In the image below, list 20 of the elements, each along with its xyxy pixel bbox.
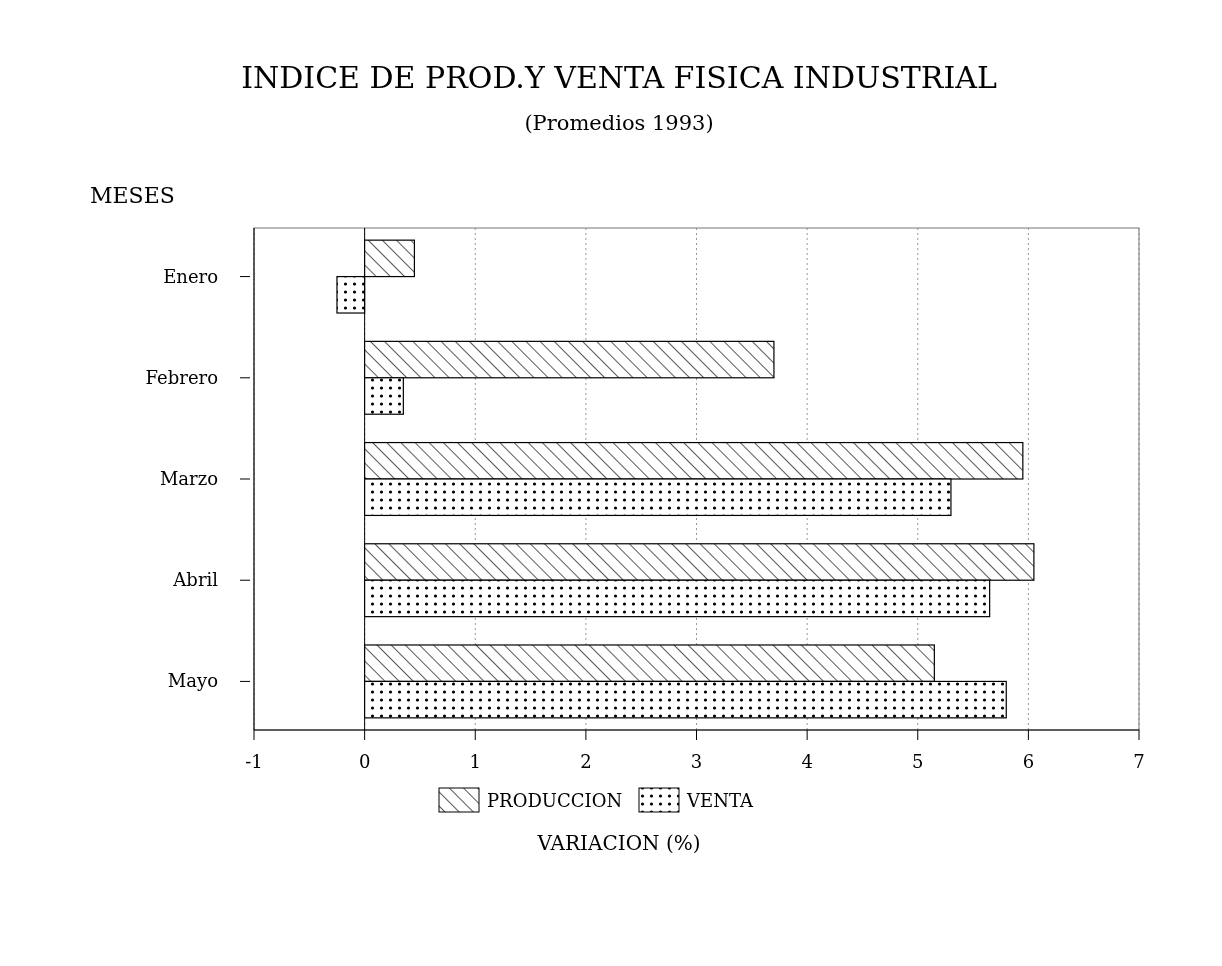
y-tick-label: Marzo	[159, 468, 218, 489]
chart-subtitle: (Promedios 1993)	[524, 111, 714, 135]
x-tick-label: 7	[1133, 751, 1145, 772]
x-tick-label: 4	[801, 751, 813, 772]
y-tick-label: Febrero	[145, 366, 218, 388]
legend-label: PRODUCCION	[487, 790, 623, 811]
x-tick-label: -1	[245, 751, 263, 772]
y-axis-title: MESES	[90, 183, 175, 208]
x-tick-label: 0	[358, 751, 371, 772]
x-tick-label: 5	[912, 751, 924, 772]
x-tick-label: 1	[469, 751, 481, 772]
y-tick-label: Enero	[163, 265, 218, 287]
chart-title: INDICE DE PROD.Y VENTA FISICA INDUSTRIAL	[241, 60, 997, 95]
x-tick-label: 6	[1022, 751, 1035, 772]
legend-label: VENTA	[686, 790, 754, 811]
x-tick-label: 2	[580, 751, 592, 772]
x-axis-title: VARIACION (%)	[536, 831, 701, 855]
x-tick-label: 3	[690, 751, 703, 772]
y-tick-label: Abril	[172, 569, 219, 591]
y-tick-label: Mayo	[167, 670, 218, 692]
